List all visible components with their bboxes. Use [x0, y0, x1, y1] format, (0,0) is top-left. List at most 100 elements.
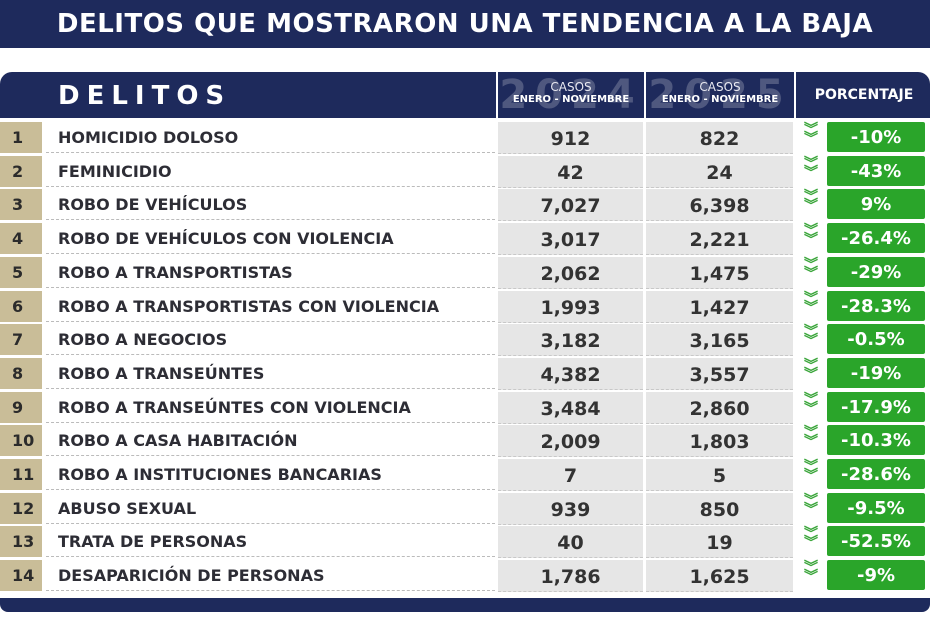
percentage-badge: -43% [827, 155, 925, 186]
crime-name: ROBO A INSTITUCIONES BANCARIAS [46, 459, 495, 490]
cases-2025: 1,475 [646, 256, 793, 289]
header-casos: CASOS [550, 80, 592, 94]
row-number: 5 [0, 256, 42, 288]
percentage-badge: -29% [827, 256, 925, 287]
row-number: 4 [0, 223, 42, 255]
crime-name: ROBO A TRANSEÚNTES [46, 358, 495, 389]
down-arrow-icon: ︾ ︾ [804, 526, 818, 552]
row-number: 11 [0, 459, 42, 490]
crime-name: HOMICIDIO DOLOSO [46, 122, 495, 153]
page-title: DELITOS QUE MOSTRARON UNA TENDENCIA A LA… [0, 0, 930, 48]
table-row: 14 DESAPARICIÓN DE PERSONAS 1,786 1,625 … [0, 560, 930, 593]
footer-bar [0, 598, 930, 612]
cases-2025: 1,427 [646, 290, 793, 323]
down-arrow-icon: ︾ ︾ [804, 357, 818, 383]
cases-2025: 822 [646, 122, 793, 154]
header-periodo: ENERO - NOVIEMBRE [661, 94, 779, 105]
down-arrow-icon: ︾ ︾ [804, 324, 818, 350]
cases-2025: 3,165 [646, 324, 793, 357]
table-row: 4 ROBO DE VEHÍCULOS CON VIOLENCIA 3,017 … [0, 223, 930, 256]
percentage-badge: -9.5% [827, 492, 925, 523]
cases-2024: 939 [498, 492, 643, 525]
header-delitos: DELITOS [58, 81, 232, 111]
crime-name: ABUSO SEXUAL [46, 493, 495, 524]
cases-2024: 3,017 [498, 223, 643, 256]
cases-2025: 1,625 [646, 560, 793, 593]
down-arrow-icon: ︾ ︾ [804, 425, 818, 451]
crime-name: DESAPARICIÓN DE PERSONAS [46, 560, 495, 592]
row-number: 9 [0, 391, 42, 423]
down-arrow-icon: ︾ ︾ [804, 122, 818, 147]
table-row: 5 ROBO A TRANSPORTISTAS 2,062 1,475 ︾ ︾ -… [0, 256, 930, 290]
cases-2025: 3,557 [646, 357, 793, 390]
cases-2024: 912 [498, 122, 643, 154]
row-number: 1 [0, 122, 42, 153]
percentage-badge: -28.3% [827, 290, 925, 321]
cases-2024: 1,786 [498, 560, 643, 593]
percentage-badge: -28.6% [827, 459, 925, 489]
percentage-badge: -19% [827, 357, 925, 388]
cases-2024: 2,009 [498, 425, 643, 458]
percentage-badge: -17.9% [827, 391, 925, 422]
cases-2024: 4,382 [498, 357, 643, 390]
table-header: DELITOS 2024 CASOS ENERO - NOVIEMBRE 202… [0, 72, 930, 118]
cases-2025: 5 [646, 459, 793, 491]
year-watermark: 2024 [499, 72, 643, 118]
cases-2024: 3,484 [498, 391, 643, 424]
cases-2024: 7 [498, 459, 643, 491]
crime-name: ROBO DE VEHÍCULOS CON VIOLENCIA [46, 223, 495, 255]
crime-name: TRATA DE PERSONAS [46, 526, 495, 558]
table-row: 12 ABUSO SEXUAL 939 850 ︾ ︾ -9.5% [0, 492, 930, 526]
cases-2025: 2,221 [646, 223, 793, 256]
row-number: 3 [0, 189, 42, 221]
cases-2025: 6,398 [646, 189, 793, 222]
down-arrow-icon: ︾ ︾ [804, 290, 818, 316]
down-arrow-icon: ︾ ︾ [804, 560, 818, 586]
cases-2024: 7,027 [498, 189, 643, 222]
header-porcentaje: PORCENTAJE [794, 72, 930, 118]
table-row: 13 TRATA DE PERSONAS 40 19 ︾ ︾ -52.5% [0, 526, 930, 559]
header-casos: CASOS [699, 80, 741, 94]
cases-2024: 42 [498, 155, 643, 188]
table-row: 2 FEMINICIDIO 42 24 ︾ ︾ -43% [0, 155, 930, 189]
percentage-badge: -52.5% [827, 526, 925, 557]
crime-name: ROBO A TRANSPORTISTAS [46, 257, 495, 288]
table-row: 7 ROBO A NEGOCIOS 3,182 3,165 ︾ ︾ -0.5% [0, 324, 930, 357]
down-arrow-icon: ︾ ︾ [804, 459, 818, 484]
crime-name: ROBO DE VEHÍCULOS [46, 189, 495, 221]
percentage-badge: -26.4% [827, 223, 925, 254]
table-row: 10 ROBO A CASA HABITACIÓN 2,009 1,803 ︾ ︾… [0, 425, 930, 458]
row-number: 6 [0, 290, 42, 322]
crime-name: FEMINICIDIO [46, 156, 495, 187]
row-number: 2 [0, 155, 42, 187]
table-row: 3 ROBO DE VEHÍCULOS 7,027 6,398 ︾ ︾ 9% [0, 189, 930, 222]
percentage-badge: -10.3% [827, 425, 925, 456]
down-arrow-icon: ︾ ︾ [804, 223, 818, 249]
row-number: 12 [0, 492, 42, 524]
row-number: 7 [0, 324, 42, 356]
row-number: 14 [0, 560, 42, 592]
row-number: 10 [0, 425, 42, 457]
cases-2025: 2,860 [646, 391, 793, 424]
percentage-badge: -0.5% [827, 324, 925, 355]
table-row: 6 ROBO A TRANSPORTISTAS CON VIOLENCIA 1,… [0, 290, 930, 324]
cases-2024: 40 [498, 526, 643, 559]
header-periodo: ENERO - NOVIEMBRE [512, 94, 630, 105]
table-row: 8 ROBO A TRANSEÚNTES 4,382 3,557 ︾ ︾ -19% [0, 357, 930, 391]
cases-2024: 3,182 [498, 324, 643, 357]
crime-name: ROBO A TRANSPORTISTAS CON VIOLENCIA [46, 291, 495, 322]
percentage-badge: -9% [827, 560, 925, 591]
down-arrow-icon: ︾ ︾ [804, 391, 818, 417]
header-2024: 2024 CASOS ENERO - NOVIEMBRE [496, 72, 644, 118]
header-2025: 2025 CASOS ENERO - NOVIEMBRE [644, 72, 794, 118]
table-row: 9 ROBO A TRANSEÚNTES CON VIOLENCIA 3,484… [0, 391, 930, 425]
cases-2024: 1,993 [498, 290, 643, 323]
down-arrow-icon: ︾ ︾ [804, 256, 818, 282]
crime-name: ROBO A NEGOCIOS [46, 324, 495, 356]
down-arrow-icon: ︾ ︾ [804, 189, 818, 215]
cases-2025: 850 [646, 492, 793, 525]
crime-name: ROBO A CASA HABITACIÓN [46, 425, 495, 457]
cases-2024: 2,062 [498, 256, 643, 289]
cases-2025: 19 [646, 526, 793, 559]
cases-2025: 1,803 [646, 425, 793, 458]
